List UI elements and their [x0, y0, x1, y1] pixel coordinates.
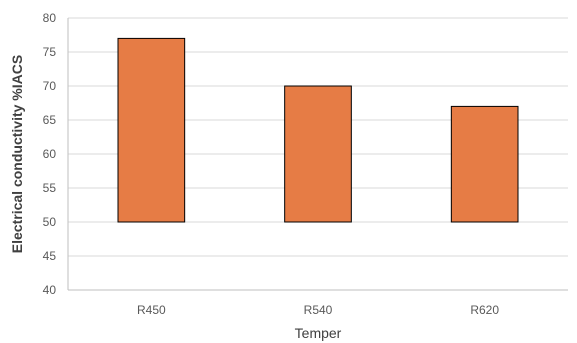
- y-tick-label: 75: [43, 45, 57, 59]
- y-tick-label: 65: [43, 113, 57, 127]
- bars: [117, 37, 519, 223]
- x-tick-label: R540: [304, 303, 333, 317]
- x-tick-label: R620: [470, 303, 499, 317]
- y-tick-label: 50: [43, 215, 57, 229]
- y-axis-title: Electrical conductivity %IACS: [9, 55, 25, 253]
- bar-R540: [284, 85, 352, 223]
- y-tick-labels: 40 45 50 55 60 65 70 75 80: [43, 11, 57, 297]
- y-tick-label: 70: [43, 79, 57, 93]
- y-tick-label: 45: [43, 249, 57, 263]
- y-tick-label: 40: [43, 283, 57, 297]
- bar-R620: [450, 105, 519, 223]
- y-tick-label: 80: [43, 11, 57, 25]
- x-axis-title: Temper: [295, 325, 342, 341]
- x-tick-labels: R450 R540 R620: [137, 303, 499, 317]
- x-tick-label: R450: [137, 303, 166, 317]
- bar-R450: [117, 37, 186, 223]
- y-tick-label: 60: [43, 147, 57, 161]
- y-tick-label: 55: [43, 181, 57, 195]
